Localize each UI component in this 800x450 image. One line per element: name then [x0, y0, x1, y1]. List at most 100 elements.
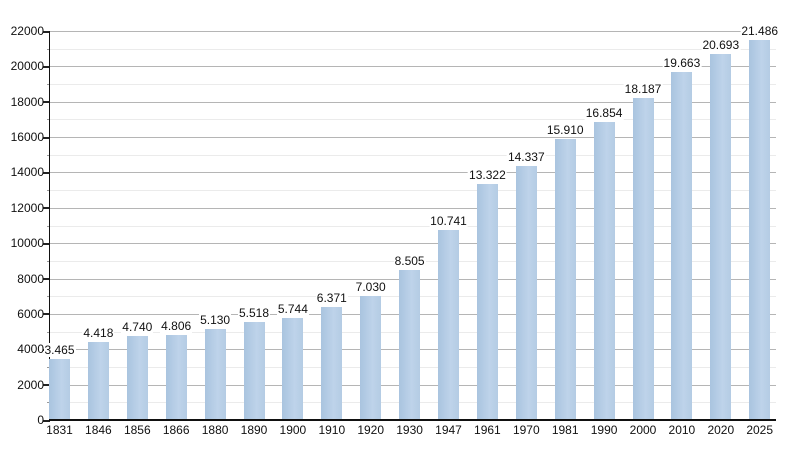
bar-value-label: 16.854 [584, 105, 624, 120]
x-tick-label: 1890 [240, 423, 268, 437]
bar [749, 40, 771, 419]
x-tick-label: 1880 [201, 423, 229, 437]
bar [671, 72, 693, 419]
bar-value-label: 5.518 [237, 306, 271, 321]
x-axis-line [48, 419, 776, 421]
y-tick-label: 18000 [10, 94, 44, 109]
bar-value-label: 10.741 [429, 214, 468, 229]
y-axis-minor-tick [46, 154, 50, 156]
gridline-major [50, 66, 776, 68]
y-axis-major-tick [43, 30, 50, 33]
gridline-minor [50, 225, 776, 227]
y-tick-label: 12000 [10, 200, 44, 215]
bar-value-label: 21.486 [740, 24, 780, 39]
y-axis-major-tick [43, 65, 50, 68]
bar [87, 341, 109, 419]
x-tick-label: 1920 [357, 423, 385, 437]
bar [49, 358, 70, 419]
x-tick-label: 1856 [123, 423, 151, 437]
x-tick-label: 1846 [85, 423, 112, 437]
y-tick-label: 22000 [10, 24, 44, 38]
y-axis-major-tick [43, 101, 50, 104]
x-tick-label: 1990 [590, 423, 618, 437]
bar [438, 230, 459, 419]
x-tick-label: 1981 [551, 423, 579, 437]
y-tick-label: 20000 [10, 59, 44, 74]
bar [282, 318, 304, 419]
x-tick-label: 2025 [746, 423, 774, 437]
bar [321, 307, 343, 419]
y-axis-minor-tick [46, 331, 50, 333]
bar-value-label: 8.505 [393, 253, 426, 268]
bar-value-label: 20.693 [701, 38, 741, 53]
y-axis-minor-tick [46, 190, 50, 192]
x-tick-label: 1961 [474, 423, 501, 437]
y-axis-minor-tick [46, 48, 50, 50]
bar-value-label: 18.187 [623, 82, 663, 97]
bar-value-label: 4.418 [82, 325, 115, 340]
bar [632, 98, 654, 419]
y-axis-minor-tick [46, 296, 50, 298]
bar-value-label: 3.465 [43, 342, 76, 357]
y-axis-major-tick [43, 136, 50, 139]
bar [243, 322, 265, 419]
gridline-major [50, 207, 776, 209]
gridline-major [50, 31, 776, 32]
bar-value-label: 14.337 [506, 150, 546, 165]
bar [710, 54, 732, 419]
x-tick-label: 1947 [435, 423, 462, 437]
bar [476, 184, 498, 419]
y-axis-minor-tick [46, 366, 50, 368]
y-axis-major-tick [43, 171, 50, 174]
x-tick-label: 2020 [707, 423, 735, 437]
y-axis-major-tick [43, 242, 50, 245]
y-axis-minor-tick [46, 84, 50, 86]
bar [204, 329, 226, 419]
bar-value-label: 13.322 [468, 168, 507, 183]
bar [360, 295, 382, 419]
bar-value-label: 6.371 [315, 291, 348, 306]
gridline-minor [50, 119, 776, 121]
bar [165, 335, 187, 419]
bar-value-label: 19.663 [662, 56, 702, 71]
x-tick-label: 1930 [396, 423, 423, 437]
x-tick-label: 2010 [668, 423, 696, 437]
y-tick-label: 14000 [10, 165, 44, 180]
x-tick-label: 1831 [46, 423, 73, 437]
bar-value-label: 15.910 [545, 122, 585, 137]
y-tick-label: 0 [37, 413, 44, 427]
x-tick-label: 1866 [162, 423, 190, 437]
gridline-major [50, 137, 776, 139]
y-tick-label: 6000 [17, 306, 44, 321]
gridline-minor [50, 154, 776, 156]
y-axis-major-tick [43, 207, 50, 210]
bar [515, 166, 537, 419]
x-tick-label: 1910 [318, 423, 346, 437]
bar [554, 138, 576, 419]
bar [593, 121, 615, 419]
y-axis-minor-tick [46, 225, 50, 227]
x-tick-label: 2000 [629, 423, 657, 437]
y-tick-label: 4000 [17, 342, 44, 357]
x-tick-label: 1970 [512, 423, 540, 437]
gridline-minor [50, 48, 776, 50]
y-axis-major-tick [43, 278, 50, 281]
y-tick-label: 10000 [10, 236, 44, 251]
gridline-major [50, 172, 776, 174]
bar-value-label: 5.744 [276, 302, 309, 317]
gridline-minor [50, 190, 776, 192]
y-axis-major-tick [43, 313, 50, 316]
y-tick-label: 2000 [17, 377, 44, 392]
bar-value-label: 4.806 [160, 319, 193, 334]
gridline-major [50, 243, 776, 245]
y-axis-minor-tick [46, 402, 50, 404]
y-axis-line [48, 31, 50, 420]
gridline-minor [50, 84, 776, 86]
y-tick-label: 8000 [17, 271, 44, 286]
y-axis-minor-tick [46, 260, 50, 262]
x-tick-label: 1900 [279, 423, 307, 437]
bar-value-label: 4.740 [121, 320, 154, 335]
y-axis-major-tick [43, 384, 50, 387]
